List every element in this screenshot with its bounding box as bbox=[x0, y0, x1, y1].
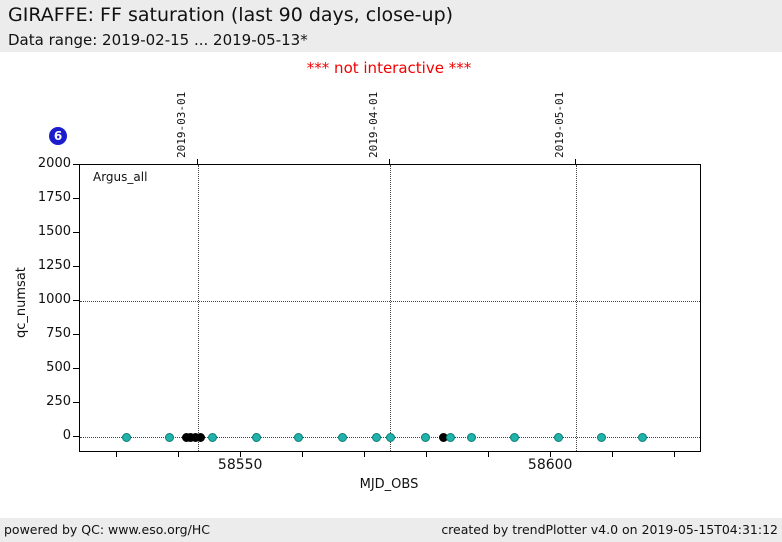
page-title: GIRAFFE: FF saturation (last 90 days, cl… bbox=[8, 4, 454, 26]
y-tick-label: 1750 bbox=[37, 190, 71, 206]
data-point bbox=[385, 432, 395, 442]
y-axis-tick bbox=[73, 368, 79, 370]
y-tick-label: 1000 bbox=[37, 292, 71, 308]
x-axis-tick bbox=[488, 451, 490, 457]
vertical-gridline bbox=[390, 165, 391, 451]
y-axis-tick bbox=[73, 232, 79, 234]
count-badge[interactable]: 6 bbox=[49, 127, 67, 145]
y-axis-tick bbox=[73, 198, 79, 200]
header-band bbox=[0, 0, 782, 52]
footer-qc-link[interactable]: powered by QC: www.eso.org/HC bbox=[4, 522, 210, 537]
y-axis-tick bbox=[73, 436, 79, 438]
x-axis-tick bbox=[364, 451, 366, 457]
x-axis-tick bbox=[550, 451, 552, 457]
top-date-label: 2019-05-01 bbox=[553, 91, 566, 158]
data-point bbox=[165, 432, 175, 442]
y-tick-label: 250 bbox=[46, 394, 71, 410]
plot-area: Argus_all bbox=[79, 164, 701, 452]
data-point bbox=[251, 432, 261, 442]
data-point bbox=[553, 432, 563, 442]
top-axis-tick bbox=[575, 159, 576, 164]
y-tick-label: 750 bbox=[46, 326, 71, 342]
data-point bbox=[195, 432, 205, 442]
x-tick-label: 58550 bbox=[217, 457, 263, 473]
y-tick-label: 0 bbox=[62, 428, 71, 444]
top-date-label: 2019-04-01 bbox=[367, 91, 380, 158]
data-point bbox=[445, 432, 455, 442]
y-tick-label: 1500 bbox=[37, 224, 71, 240]
not-interactive-notice: *** not interactive *** bbox=[306, 59, 472, 77]
data-point bbox=[337, 432, 347, 442]
y-axis-tick bbox=[73, 300, 79, 302]
x-axis-tick bbox=[178, 451, 180, 457]
data-range-subtitle: Data range: 2019-02-15 ... 2019-05-13* bbox=[8, 31, 308, 49]
x-axis-tick bbox=[116, 451, 118, 457]
data-point bbox=[372, 432, 382, 442]
data-point bbox=[638, 432, 648, 442]
data-point bbox=[122, 432, 131, 442]
y-tick-label: 2000 bbox=[37, 156, 71, 171]
footer-band: powered by QC: www.eso.org/HC created by… bbox=[0, 518, 782, 542]
data-point bbox=[207, 432, 217, 442]
vertical-gridline bbox=[576, 165, 577, 451]
top-axis-tick bbox=[389, 159, 390, 164]
data-point bbox=[293, 432, 303, 442]
x-axis-tick bbox=[612, 451, 614, 457]
data-point bbox=[509, 432, 519, 442]
x-axis-title: MJD_OBS bbox=[359, 477, 419, 492]
top-date-label: 2019-03-01 bbox=[174, 91, 188, 158]
top-axis-tick bbox=[196, 159, 198, 164]
y-axis-tick bbox=[73, 402, 79, 404]
x-axis-tick bbox=[674, 451, 676, 457]
data-point bbox=[596, 432, 606, 442]
y-axis-tick bbox=[73, 334, 79, 336]
series-inline-label: Argus_all bbox=[93, 170, 148, 184]
footer-created-by: created by trendPlotter v4.0 on 2019-05-… bbox=[441, 522, 778, 537]
x-tick-label: 58600 bbox=[527, 457, 573, 473]
y-axis-tick bbox=[73, 266, 79, 268]
data-point bbox=[420, 432, 430, 442]
vertical-gridline bbox=[197, 165, 199, 451]
x-axis-tick bbox=[426, 451, 428, 457]
x-axis-tick bbox=[240, 451, 242, 457]
x-axis-tick bbox=[302, 451, 304, 457]
y-tick-label: 1250 bbox=[37, 258, 71, 274]
data-point bbox=[466, 432, 476, 442]
y-axis-tick bbox=[73, 164, 79, 165]
y-tick-label: 500 bbox=[46, 360, 71, 376]
